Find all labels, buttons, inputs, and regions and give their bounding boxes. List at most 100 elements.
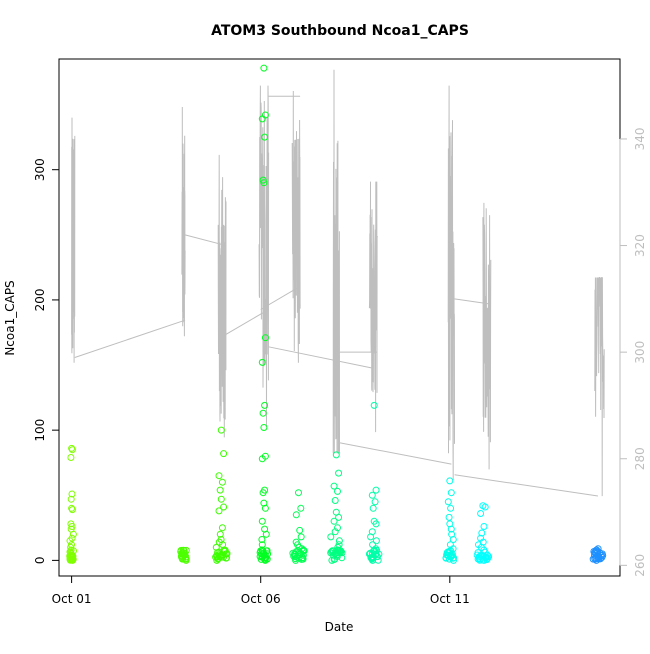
chart-title: ATOM3 Southbound Ncoa1_CAPS (211, 23, 469, 39)
data-point (223, 550, 231, 558)
data-point (447, 489, 455, 497)
data-point (299, 554, 306, 562)
data-point (68, 504, 76, 512)
data-point (481, 548, 489, 556)
data-point (334, 524, 341, 532)
data-point (264, 550, 272, 558)
data-point (371, 546, 378, 554)
point-cluster (327, 451, 346, 564)
line-segment (71, 117, 76, 363)
y-axis-right: 260 280 300 320 340 (619, 127, 647, 577)
data-point (261, 504, 269, 512)
data-point (372, 520, 380, 528)
data-point (67, 495, 75, 503)
data-point (216, 486, 224, 494)
point-cluster (365, 401, 383, 564)
y-tick-label: 100 (33, 419, 47, 442)
data-point (215, 507, 223, 515)
data-point (295, 489, 302, 497)
data-point (372, 537, 380, 545)
data-point (260, 179, 268, 187)
data-point (258, 455, 266, 463)
data-point (260, 64, 268, 72)
data-point (485, 553, 493, 561)
data-point (216, 530, 224, 538)
data-point (371, 551, 379, 559)
data-point (220, 503, 228, 511)
data-point (68, 444, 76, 452)
point-cluster (66, 444, 77, 564)
data-point (181, 550, 189, 558)
data-point (331, 497, 339, 504)
line-connector (74, 319, 186, 358)
line-connector (268, 346, 373, 369)
data-point (297, 504, 305, 512)
data-point (369, 541, 377, 549)
data-point (297, 533, 305, 541)
x-axis-label: Date (325, 620, 354, 634)
data-point (450, 554, 458, 562)
data-point (445, 513, 453, 521)
line-segment (332, 69, 340, 454)
data-point (263, 547, 271, 555)
data-point (182, 553, 190, 561)
point-cluster (442, 477, 458, 564)
data-point (477, 510, 485, 517)
data-point (180, 547, 188, 554)
y-tick-label: 300 (33, 158, 47, 181)
data-point (332, 451, 340, 459)
data-point (444, 498, 452, 506)
line-segment (594, 277, 605, 497)
data-point (68, 490, 76, 498)
data-point (335, 537, 343, 545)
data-point (372, 486, 380, 494)
data-point (261, 133, 269, 141)
point-cluster (289, 489, 308, 564)
data-point (259, 409, 267, 417)
data-point (482, 553, 490, 561)
data-point (218, 524, 226, 532)
data-point (300, 547, 308, 555)
line-segment (447, 85, 455, 481)
data-point (336, 547, 344, 555)
line-segment (368, 181, 378, 433)
data-point (371, 498, 379, 506)
data-point (368, 491, 376, 499)
data-point (327, 533, 335, 541)
data-point (215, 472, 223, 480)
data-point (338, 549, 346, 557)
data-point (480, 523, 488, 530)
data-point (261, 334, 269, 342)
data-point (69, 530, 77, 538)
line-series (71, 69, 605, 497)
y-right-tick-label: 280 (633, 447, 647, 470)
data-point (446, 477, 454, 485)
y-right-tick-label: 260 (633, 554, 647, 577)
data-point (258, 517, 266, 525)
data-point (370, 401, 378, 409)
data-point (447, 525, 455, 533)
data-point (68, 446, 76, 454)
y-tick-label: 0 (33, 557, 47, 565)
data-point (481, 503, 489, 511)
y-axis-label: Ncoa1_CAPS (3, 280, 17, 355)
data-point (369, 504, 377, 512)
y-axis-left: 0 100 200 300 (33, 158, 60, 565)
data-point (67, 454, 75, 461)
point-cluster (473, 502, 493, 564)
data-point (331, 528, 339, 536)
data-point (182, 546, 190, 554)
line-connector (454, 474, 599, 497)
data-point (334, 487, 341, 495)
data-point (262, 554, 270, 562)
line-segment (217, 154, 227, 438)
data-point (68, 506, 76, 514)
line-segment (482, 202, 492, 470)
data-point (292, 511, 300, 519)
data-point (447, 504, 455, 512)
line-connector (339, 442, 452, 465)
data-point (66, 537, 74, 545)
data-point (222, 554, 230, 562)
